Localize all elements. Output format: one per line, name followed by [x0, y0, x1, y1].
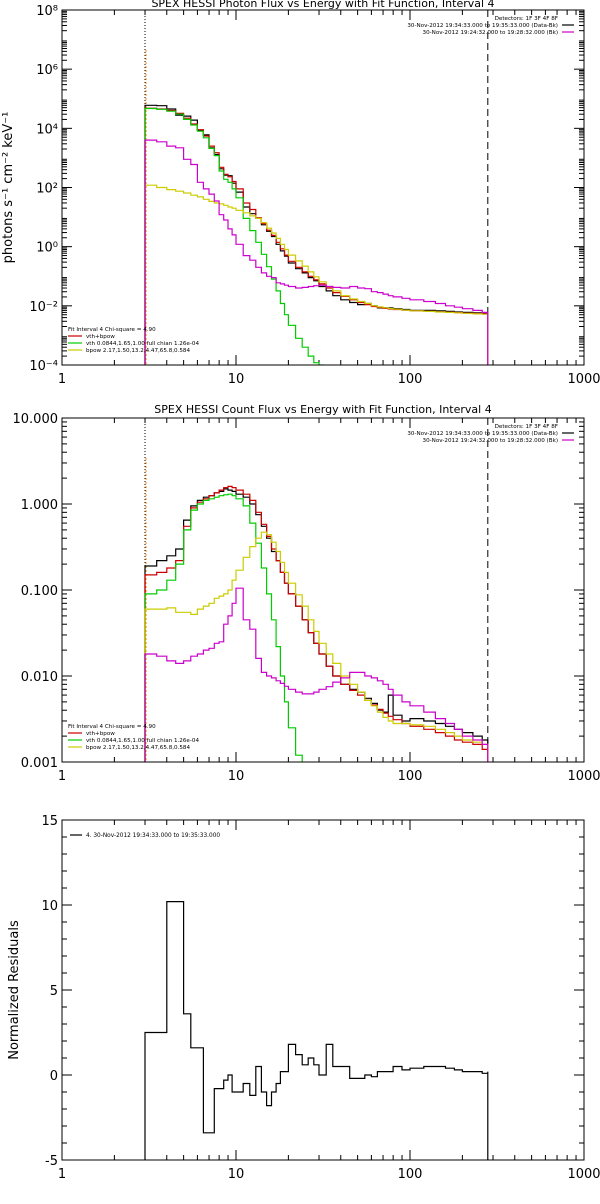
- series-line-data-bk: [145, 489, 488, 762]
- plot-frame: [62, 418, 584, 762]
- series-line-vth: [145, 109, 324, 366]
- x-tick-label: 10: [228, 372, 245, 387]
- y-tick-label: 10⁻⁴: [29, 359, 58, 374]
- chart-panel-3: 1 10 100 1000 -5 0 5 10 15 Normalized Residuals 4.…: [7, 814, 600, 1182]
- series-line-data-bk: [145, 105, 488, 365]
- y-tick-label: 0.001: [21, 756, 58, 771]
- legend-top-left: 4. 30-Nov-2012 19:34:33.000 to 19:35:33.…: [70, 833, 220, 839]
- y-tick-label: 0.100: [21, 584, 58, 599]
- y-tick-label: 10: [41, 899, 58, 914]
- plot-frame: [62, 10, 584, 365]
- x-tick-label: 100: [398, 372, 423, 387]
- legend-entry: bpow 2.17,1.50,13.2,4.47,65.8,0.584: [86, 348, 190, 354]
- legend-entry: Fit Interval 4 Chi-square = 4.90: [68, 724, 156, 730]
- series-line-vth-bpow: [145, 486, 488, 762]
- x-tick-label: 1: [58, 372, 66, 387]
- legend-bottom-left: Fit Interval 4 Chi-square = 4.90vth+bpow…: [68, 724, 199, 751]
- y-tick-label: 10⁻²: [29, 300, 58, 315]
- legend-entry: Fit Interval 4 Chi-square = 4.90: [68, 327, 156, 333]
- y-axis-label: Normalized Residuals: [7, 920, 22, 1060]
- legend-entry: 30-Nov-2012 19:34:33.000 to 19:35:33.000…: [407, 23, 558, 29]
- legend-entry: 30-Nov-2012 19:24:32.000 to 19:28:32.000…: [423, 438, 558, 444]
- legend-entry: vth 0.0844,1.65,1.00 full chian 1.26e-04: [86, 738, 199, 744]
- y-tick-label: 0: [50, 1069, 58, 1084]
- y-axis-label: photons s⁻¹ cm⁻² keV⁻¹: [1, 112, 16, 264]
- y-tick-label: 1.000: [21, 498, 58, 513]
- legend-entry: vth+bpow: [86, 334, 115, 340]
- series-line-residuals: [145, 902, 488, 1160]
- series-line-vth-bpow: [145, 108, 488, 365]
- x-tick-label: 1: [58, 769, 66, 784]
- chart-title: SPEX HESSI Count Flux vs Energy with Fit…: [154, 403, 491, 416]
- x-tick-label: 1000: [567, 769, 600, 784]
- x-tick-label: 1: [58, 1167, 66, 1182]
- legend-entry: 4. 30-Nov-2012 19:34:33.000 to 19:35:33.…: [86, 833, 220, 839]
- series-group: [145, 105, 488, 365]
- legend-entry: Detectors: 1F 3F 4F 8F: [495, 424, 558, 430]
- x-tick-label: 100: [398, 1167, 423, 1182]
- legend-entry: 30-Nov-2012 19:24:32.000 to 19:28:32.000…: [423, 30, 558, 36]
- series-group: [145, 486, 488, 762]
- y-tick-label: 10⁰: [36, 241, 58, 256]
- y-tick-label: 10⁸: [36, 4, 58, 19]
- legend-entry: bpow 2.17,1.50,13.2,4.47,65.8,0.584: [86, 745, 190, 751]
- legend-entry: Detectors: 1F 3F 4F 8F: [495, 16, 558, 22]
- y-tick-label: 10⁴: [36, 122, 58, 137]
- x-tick-label: 1000: [567, 372, 600, 387]
- y-tick-label: 10²: [36, 182, 58, 197]
- y-tick-label: -5: [45, 1154, 58, 1169]
- legend-bottom-left: Fit Interval 4 Chi-square = 4.90vth+bpow…: [68, 327, 199, 354]
- y-tick-label: 10.000: [13, 412, 59, 427]
- x-tick-label: 10: [228, 769, 245, 784]
- chart-panel-2: SPEX HESSI Count Flux vs Energy with Fit…: [13, 403, 600, 784]
- y-tick-label: 5: [50, 984, 58, 999]
- series-line-bpow: [145, 185, 488, 365]
- plot-frame: [62, 820, 584, 1160]
- chart-panel-1: SPEX HESSI Photon Flux vs Energy with Fi…: [1, 0, 600, 387]
- legend-entry: 30-Nov-2012 19:34:33.000 to 19:35:33.000…: [407, 431, 558, 437]
- series-line-bpow: [145, 532, 488, 762]
- series-group: [145, 902, 488, 1160]
- x-tick-label: 1000: [567, 1167, 600, 1182]
- legend-entry: vth 0.0844,1.65,1.00 full chian 1.26e-04: [86, 341, 199, 347]
- x-tick-label: 10: [228, 1167, 245, 1182]
- series-line-bk: [145, 140, 488, 365]
- y-tick-label: 10⁶: [36, 63, 58, 78]
- y-tick-label: 15: [41, 814, 58, 829]
- y-tick-label: 0.010: [21, 670, 58, 685]
- chart-title: SPEX HESSI Photon Flux vs Energy with Fi…: [151, 0, 494, 10]
- legend-entry: vth+bpow: [86, 731, 115, 737]
- x-tick-label: 100: [398, 769, 423, 784]
